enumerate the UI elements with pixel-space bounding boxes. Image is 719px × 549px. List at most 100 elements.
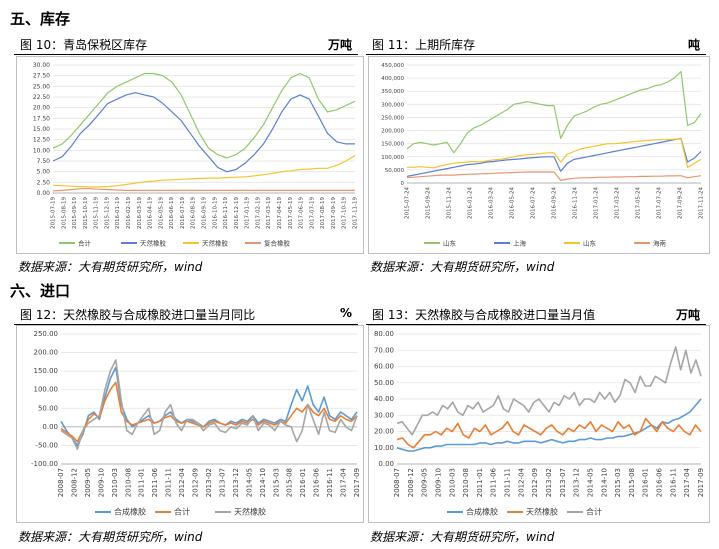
chart-box-13: 0.00 10.00 20.00 30.00 40.00 50.00 60.00 70.00 8… bbox=[368, 325, 710, 523]
x-tick-label: 2016-06-19 bbox=[169, 197, 175, 229]
series-line bbox=[52, 72, 356, 159]
x-tick-label: 2016-01-24 bbox=[468, 187, 474, 219]
x-tick-label: 2011-06 bbox=[151, 467, 159, 497]
y-tick-label: 15.00 bbox=[33, 126, 50, 133]
series-line bbox=[406, 171, 702, 182]
x-tick-label: 2014-10 bbox=[600, 468, 608, 497]
chart-box-12: -100.00 -50.00 0.00 50.00 100.00 150.00 200.00… bbox=[16, 325, 364, 523]
x-tick-label: 2016-01 bbox=[299, 468, 307, 497]
panel-header-10: 图 10：青岛保税区库存 万吨 bbox=[14, 34, 358, 55]
x-tick-label: 2015-10-19 bbox=[83, 197, 89, 229]
y-tick-label: 50.00 bbox=[38, 404, 58, 412]
series-line bbox=[406, 71, 702, 154]
x-tick-label: 2015-09-24 bbox=[426, 187, 432, 219]
section-title-inventory: 五、库存 bbox=[10, 10, 71, 28]
x-tick-label: 2015-11-19 bbox=[94, 197, 100, 229]
x-tick-label: 2011-11 bbox=[165, 468, 173, 497]
y-tick-label: 2.50 bbox=[37, 179, 51, 186]
legend-label: 山东 bbox=[583, 239, 597, 248]
y-tick-label: 100.00 bbox=[34, 386, 59, 394]
x-tick-label: 2012-09 bbox=[531, 468, 539, 497]
x-tick-label: 2017-05-19 bbox=[288, 197, 294, 229]
series-line bbox=[406, 137, 702, 177]
series-line bbox=[396, 398, 702, 452]
source-note: 数据来源：大有期货研究所，wind bbox=[18, 260, 203, 274]
y-tick-label: 300,000 bbox=[381, 102, 404, 108]
legend-label: 合计 bbox=[174, 507, 190, 517]
x-tick-label: 2013-07 bbox=[559, 468, 567, 497]
x-tick-label: 2015-07-24 bbox=[405, 187, 411, 219]
x-tick-label: 2011-11 bbox=[504, 468, 512, 497]
y-tick-label: 17.50 bbox=[33, 115, 50, 122]
x-tick-label: 2017-06-19 bbox=[299, 197, 305, 229]
y-tick-label: 10.00 bbox=[374, 444, 394, 452]
x-tick-label: 2016-09-24 bbox=[552, 187, 558, 219]
x-tick-label: 2013-02 bbox=[205, 468, 213, 497]
y-tick-label: 50.00 bbox=[374, 379, 394, 387]
y-tick-label: 400,000 bbox=[381, 76, 404, 82]
x-tick-label: 2016-08-19 bbox=[191, 197, 197, 229]
y-tick-label: 200.00 bbox=[34, 349, 59, 357]
x-tick-label: 2017-11-19 bbox=[353, 197, 359, 229]
y-tick-label: 150.00 bbox=[34, 367, 59, 375]
panel-header-13: 图 13：天然橡胶与合成橡胶进口量当月值 万吨 bbox=[366, 304, 706, 325]
x-tick-label: 2011-06 bbox=[490, 467, 498, 497]
x-tick-label: 2010-08 bbox=[124, 468, 132, 497]
series-line bbox=[60, 359, 358, 450]
x-tick-label: 2013-07 bbox=[218, 468, 226, 497]
x-tick-label: 2016-02-19 bbox=[126, 197, 132, 229]
x-tick-label: 2009-10 bbox=[97, 468, 105, 497]
x-tick-label: 2017-09 bbox=[353, 468, 361, 497]
y-tick-label: 40.00 bbox=[374, 395, 394, 403]
source-note: 数据来源：大有期货研究所，wind bbox=[370, 260, 555, 274]
x-tick-label: 2015-08 bbox=[286, 468, 294, 497]
y-tick-label: 10.00 bbox=[33, 147, 50, 154]
x-tick-label: 2016-12-19 bbox=[234, 197, 240, 229]
x-tick-label: 2016-05-19 bbox=[158, 197, 164, 229]
panel-title: 图 11：上期所库存 bbox=[372, 38, 476, 52]
series-line bbox=[396, 417, 702, 449]
x-tick-label: 2016-03-24 bbox=[489, 187, 495, 219]
legend-label: 合计 bbox=[78, 239, 92, 248]
y-tick-label: 50,000 bbox=[385, 168, 405, 174]
y-tick-label: 20.00 bbox=[374, 428, 394, 436]
x-tick-label: 2015-09-19 bbox=[72, 197, 78, 229]
x-tick-label: 2009-05 bbox=[84, 468, 92, 497]
legend-label: 天然橡胶 bbox=[526, 507, 558, 517]
x-tick-label: 2014-05 bbox=[245, 468, 253, 497]
x-tick-label: 2017-07-24 bbox=[657, 187, 663, 219]
x-tick-label: 2017-04 bbox=[340, 467, 348, 497]
x-tick-label: 2016-07-19 bbox=[180, 197, 186, 229]
series-line bbox=[52, 92, 355, 173]
source-note: 数据来源：大有期货研究所，wind bbox=[18, 530, 203, 544]
x-tick-label: 2015-08 bbox=[628, 468, 636, 497]
x-tick-label: 2015-03 bbox=[272, 468, 280, 497]
x-tick-label: 2016-07-24 bbox=[531, 187, 537, 219]
series-line bbox=[407, 138, 702, 169]
legend-label: 上海 bbox=[513, 239, 527, 248]
x-tick-label: 2012-04 bbox=[178, 467, 186, 497]
x-tick-label: 2016-03-19 bbox=[137, 197, 143, 229]
x-tick-label: 2010-03 bbox=[448, 468, 456, 497]
y-tick-label: 250.00 bbox=[34, 330, 59, 338]
x-tick-label: 2017-09-19 bbox=[331, 197, 337, 229]
y-tick-label: 0.00 bbox=[37, 190, 51, 197]
x-tick-label: 2015-07-19 bbox=[51, 197, 57, 229]
legend-label: 海南 bbox=[653, 239, 667, 248]
x-tick-label: 2008-07 bbox=[57, 468, 65, 497]
x-tick-label: 2016-01 bbox=[642, 468, 650, 497]
panel-title: 图 10：青岛保税区库存 bbox=[20, 38, 148, 52]
y-tick-label: 450,000 bbox=[381, 63, 404, 69]
x-tick-label: 2012-04 bbox=[517, 467, 525, 497]
series-line bbox=[60, 366, 358, 447]
x-tick-label: 2008-12 bbox=[407, 468, 415, 497]
y-tick-label: 20.00 bbox=[33, 105, 50, 112]
x-tick-label: 2013-12 bbox=[573, 468, 581, 497]
panel-header-11: 图 11：上期所库存 吨 bbox=[366, 34, 706, 55]
legend-label: 合计 bbox=[586, 507, 602, 517]
x-tick-label: 2017-02-19 bbox=[255, 197, 261, 229]
y-tick-label: 80.00 bbox=[374, 330, 394, 338]
y-tick-label: 22.50 bbox=[33, 94, 50, 101]
legend-label: 复合橡胶 bbox=[264, 239, 291, 248]
y-tick-label: 150,000 bbox=[381, 142, 404, 148]
